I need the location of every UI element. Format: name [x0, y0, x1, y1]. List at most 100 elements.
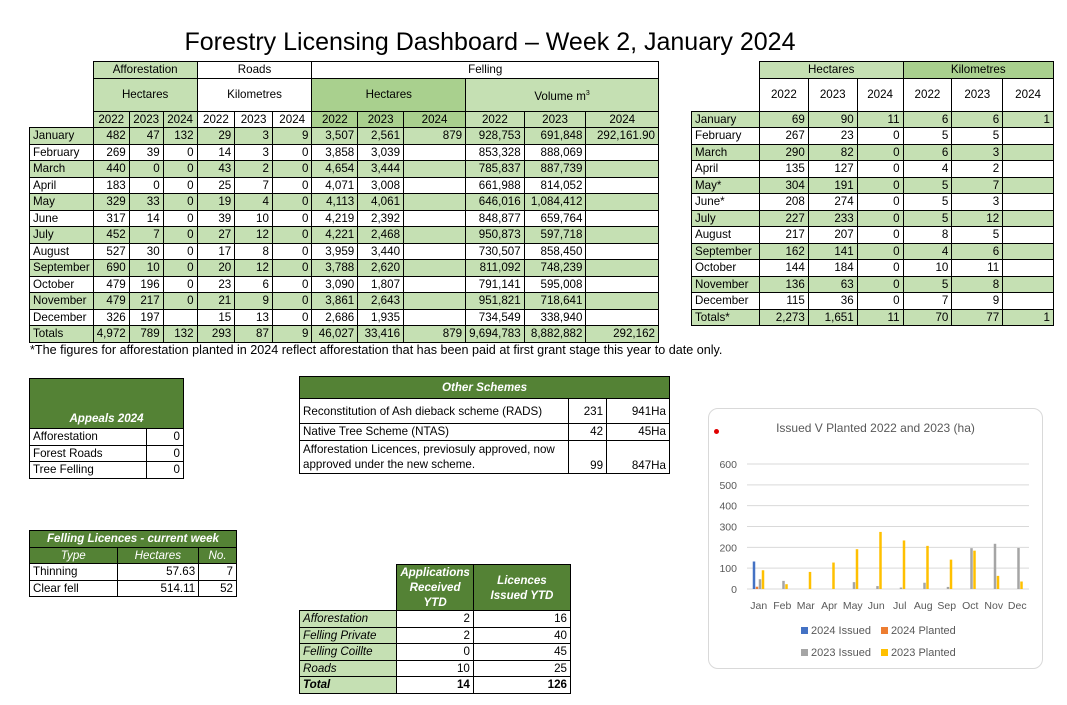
chart-bar: [946, 586, 950, 589]
table-row: January 482 47 132 29 3 9 3,507 2,561 879 928,753 6…: [29, 127, 659, 145]
table-row: Clear fell 514.11 52: [29, 579, 237, 597]
row-label: November: [29, 292, 94, 310]
application-type: Roads: [298, 659, 398, 677]
cell-value: 7: [951, 176, 1004, 194]
cell-value: [585, 176, 659, 194]
cell-value: [1002, 143, 1054, 161]
cell-value: 6: [951, 242, 1004, 260]
cell-value: 1,935: [357, 308, 405, 326]
cell-value: 0: [856, 193, 904, 211]
cell-value: 2,468: [357, 226, 405, 244]
y-tick-label: 400: [719, 501, 737, 513]
planted-table: Hectares Kilometres 2022 2023 2024 2022 2023…: [691, 61, 1055, 326]
appeals-table: Appeals 2024 Afforestation 0 Forest Roads 0…: [28, 378, 184, 479]
row-label: December: [29, 308, 94, 326]
scheme-count: 42: [568, 423, 608, 441]
cell-value: 292,162: [585, 325, 659, 343]
appeal-type: Afforestation: [28, 428, 148, 446]
cell-value: 43: [196, 160, 236, 178]
application-value: 2: [396, 626, 474, 644]
chart-title: Issued V Planted 2022 and 2023 (ha): [776, 421, 975, 435]
cell-value: [403, 226, 467, 244]
row-label: August: [29, 242, 94, 260]
felling-type: Clear fell: [29, 579, 118, 597]
application-value: 0: [396, 643, 474, 661]
appeal-count: 0: [146, 428, 184, 446]
cell-value: 338,940: [523, 308, 587, 326]
cell-value: 33: [128, 193, 164, 211]
cell-value: 70: [902, 308, 953, 326]
table-row: October 479 196 0 23 6 0 3,090 1,807 791,141 595,0…: [29, 275, 659, 293]
felling-header-cell: Type: [29, 546, 118, 564]
chart-bar: [761, 570, 765, 589]
cell-value: 21: [196, 292, 236, 310]
cell-value: 748,239: [523, 259, 587, 277]
table-row: September 690 10 0 20 12 0 3,788 2,620 811,092 748…: [29, 259, 659, 277]
cell-value: 718,641: [523, 292, 587, 310]
cell-value: 0: [162, 292, 198, 310]
year-header: 2024: [856, 77, 904, 112]
afforestation-unit: Hectares: [92, 77, 198, 112]
cell-value: 0: [856, 259, 904, 277]
table-row: March 290 82 0 6 3: [691, 143, 1054, 161]
cell-value: 12: [951, 209, 1004, 227]
legend-label: 2023 Issued: [811, 647, 871, 659]
cell-value: 0: [162, 209, 198, 227]
cell-value: 0: [162, 275, 198, 293]
cell-value: 0: [271, 209, 313, 227]
table-row: Thinning 57.63 7: [29, 563, 237, 581]
chart-legend-row-2: 2023 Issued 2023 Planted: [801, 647, 966, 659]
cell-value: 207: [807, 226, 858, 244]
scheme-count: 231: [568, 398, 608, 424]
cell-value: 5: [951, 226, 1004, 244]
cell-value: 789: [128, 325, 164, 343]
cell-value: [585, 259, 659, 277]
cell-value: 127: [807, 160, 858, 178]
application-type: Total: [298, 676, 398, 694]
cell-value: [403, 308, 467, 326]
cell-value: 11: [856, 110, 904, 128]
application-value: 126: [472, 676, 572, 694]
cell-value: 20: [196, 259, 236, 277]
cell-value: 9: [271, 127, 313, 145]
table-row: Felling Coillte 0 45: [298, 643, 572, 661]
legend-item: 2024 Planted: [880, 625, 956, 637]
chart-bar: [1017, 547, 1020, 589]
cell-value: 39: [196, 209, 236, 227]
cell-value: 4,061: [357, 193, 405, 211]
scheme-count: 99: [568, 439, 608, 474]
y-tick-label: 200: [719, 542, 737, 554]
cell-value: 0: [162, 259, 198, 277]
year-header: 2022: [902, 77, 953, 112]
other-schemes-table: Other Schemes Reconstitution of Ash dieb…: [298, 376, 670, 474]
cell-value: 2,561: [357, 127, 405, 145]
applications-received-header: Applications Received YTD: [396, 564, 474, 611]
cell-value: 10: [234, 209, 273, 227]
chart-bar: [949, 559, 953, 589]
chart-bar: [876, 586, 879, 589]
cell-value: 951,821: [465, 292, 525, 310]
table-row: Afforestation Licences, previosuly appro…: [298, 439, 670, 474]
felling-licences-table: Felling Licences - current week Type Hect…: [29, 530, 237, 597]
cell-value: 69: [758, 110, 809, 128]
x-tick-label: Oct: [962, 600, 978, 612]
cell-value: 2: [234, 160, 273, 178]
cell-value: 9,694,783: [465, 325, 525, 343]
cell-value: 9: [271, 325, 313, 343]
row-label: October: [29, 275, 94, 293]
application-type: Felling Private: [298, 626, 398, 644]
cell-value: 7: [902, 292, 953, 310]
cell-value: 0: [271, 193, 313, 211]
cell-value: 4,221: [311, 226, 359, 244]
cell-value: 4: [234, 193, 273, 211]
cell-value: 3,039: [357, 143, 405, 161]
page-title: Forestry Licensing Dashboard – Week 2, J…: [184, 28, 796, 56]
felling-value: 514.11: [116, 579, 200, 597]
cell-value: 879: [403, 127, 467, 145]
year-header: 2024: [162, 110, 198, 128]
appeal-type: Forest Roads: [28, 444, 148, 462]
cell-value: 5: [951, 127, 1004, 145]
cell-value: 4: [902, 242, 953, 260]
cell-value: 1,807: [357, 275, 405, 293]
cell-value: 25: [196, 176, 236, 194]
